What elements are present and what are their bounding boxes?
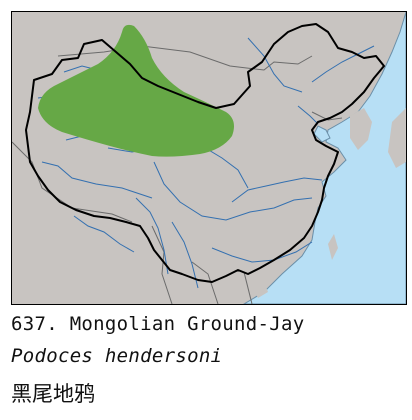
caption-species-number-and-name: 637. Mongolian Ground-Jay bbox=[11, 313, 305, 335]
korean-peninsula bbox=[350, 108, 372, 150]
china-border bbox=[25, 23, 385, 283]
range-map bbox=[11, 11, 407, 305]
bohai-sea bbox=[313, 125, 331, 143]
hainan-island bbox=[252, 282, 268, 298]
japan-island bbox=[388, 108, 406, 168]
caption-scientific-name: Podoces hendersoni bbox=[11, 345, 223, 367]
sea-area bbox=[243, 12, 406, 304]
caption-chinese-name: 黑尾地鸦 bbox=[11, 382, 95, 406]
taiwan-island bbox=[328, 234, 338, 260]
species-range bbox=[38, 24, 234, 157]
